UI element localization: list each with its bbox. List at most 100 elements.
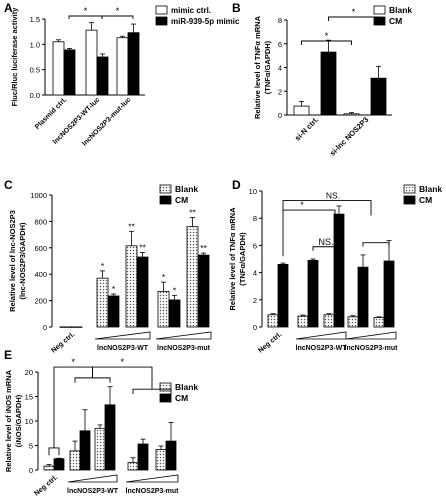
bar [137,443,149,471]
significance-label: * [300,200,304,210]
significance-label: * [120,357,124,367]
y-axis-label: Relative level of TNFα mRNA [228,207,237,311]
bar [125,245,138,328]
legend-label: Blank [389,5,412,15]
y-tick-label: 5 [29,442,33,451]
panel-e: 0 5 10 15 20 Relative level of iNOS mRNA (iNOS… [4,348,198,498]
bar [373,317,385,328]
group-label: lncNOS2P3-mut [157,345,211,352]
y-tick-label: 0.5 [30,66,40,75]
y-tick-label: 0 [43,323,47,332]
bar [155,449,167,471]
legend-swatch [403,195,416,205]
y-axis-label: (lnc-NOS2P3/GAPDH) [18,222,27,300]
legend-label: CM [389,16,402,26]
significance-star: ** [189,207,196,217]
y-tick-label: 8 [253,214,257,223]
y-tick-label: 4 [278,64,282,73]
significance-bracket [328,16,379,21]
y-axis-label: Relative level of iNOS mRNA [4,369,13,472]
legend-swatch [159,195,172,205]
bar [53,458,65,471]
bar [69,450,81,471]
panel-letter: D [232,178,241,192]
legend-swatch [155,5,168,15]
bar [197,254,210,328]
group-label: Neg ctrl. [257,331,283,354]
y-tick-label: 1000 [30,191,47,200]
y-tick-label: 8 [278,16,282,25]
category-label: si-N ctrl. [293,115,321,143]
panel-letter: A [4,1,13,15]
group-label: lncNOS2P3-WT [67,488,119,495]
legend-swatch [373,16,386,26]
dose-wedge [67,474,118,483]
dose-wedge [125,474,179,483]
group-label: Neg ctrl. [33,474,59,497]
bar [116,37,129,96]
bar [94,427,106,471]
legend-label: Blank [175,382,198,392]
y-tick-label: 200 [34,297,47,306]
significance-star: ** [128,221,135,231]
significance-label: * [352,7,356,17]
bar [343,113,360,116]
significance-label: * [116,6,120,16]
legend-label: CM [419,195,432,205]
y-tick-label: 20 [25,368,33,377]
y-tick-label: 10 [25,417,33,426]
dose-wedge [155,331,212,340]
significance-label: * [84,6,88,16]
bar [104,404,116,471]
panel-a: 0.0 0.5 1.0 1.5 Fluc/Rluc luciferase activit… [4,1,240,148]
significance-label: * [325,31,329,41]
bar [79,430,91,471]
significance-label: NS. [318,237,333,247]
legend-swatch [159,184,172,194]
bar [347,316,359,328]
bar [43,465,55,471]
panel-letter: E [4,348,12,362]
significance-star: * [162,272,166,282]
bar [383,260,395,328]
y-tick-label: 400 [34,270,47,279]
bar [96,277,109,328]
group-label: lncNOS2P3-WT [296,345,348,352]
category-label: si-lnc NOS2P3 [328,115,371,158]
bar [357,266,369,328]
bar [277,264,289,328]
bar [320,51,337,116]
legend-swatch [373,5,386,15]
bar [165,440,177,471]
y-tick-label: 1.5 [30,15,40,24]
y-tick-label: 0 [278,111,282,120]
legend-label: miR-939-5p mimic [171,17,240,26]
y-tick-label: 6 [253,241,257,250]
y-tick-label: 2 [278,87,282,96]
bar [127,32,140,96]
group-label: lncNOS2P3-mut [126,488,180,495]
y-axis-label: Relative level of TNFα mRNA [253,15,262,119]
y-tick-label: 600 [34,244,47,253]
y-tick-label: 4 [253,269,257,278]
bar [267,314,279,328]
bar [70,326,83,328]
significance-bracket [92,366,153,390]
significance-bracket [301,40,352,45]
bar [136,256,149,328]
bar [293,105,310,116]
legend-label: CM [175,195,188,205]
y-tick-label: 6 [278,40,282,49]
bar [59,326,72,328]
significance-bracket [101,15,134,19]
y-tick-label: 0 [29,466,33,475]
panel-c: 0 200 400 600 800 1000 Relative level of lnc-N… [4,178,212,355]
legend-label: CM [175,393,188,403]
group-bracket [74,377,111,383]
legend-label: Blank [419,184,442,194]
significance-label: * [71,357,75,367]
significance-star: * [112,284,116,294]
category-label: Plasmid ctrl. [34,96,68,130]
group-bracket [48,447,60,456]
y-axis-label: (TNFα/GAPDH) [263,40,272,94]
